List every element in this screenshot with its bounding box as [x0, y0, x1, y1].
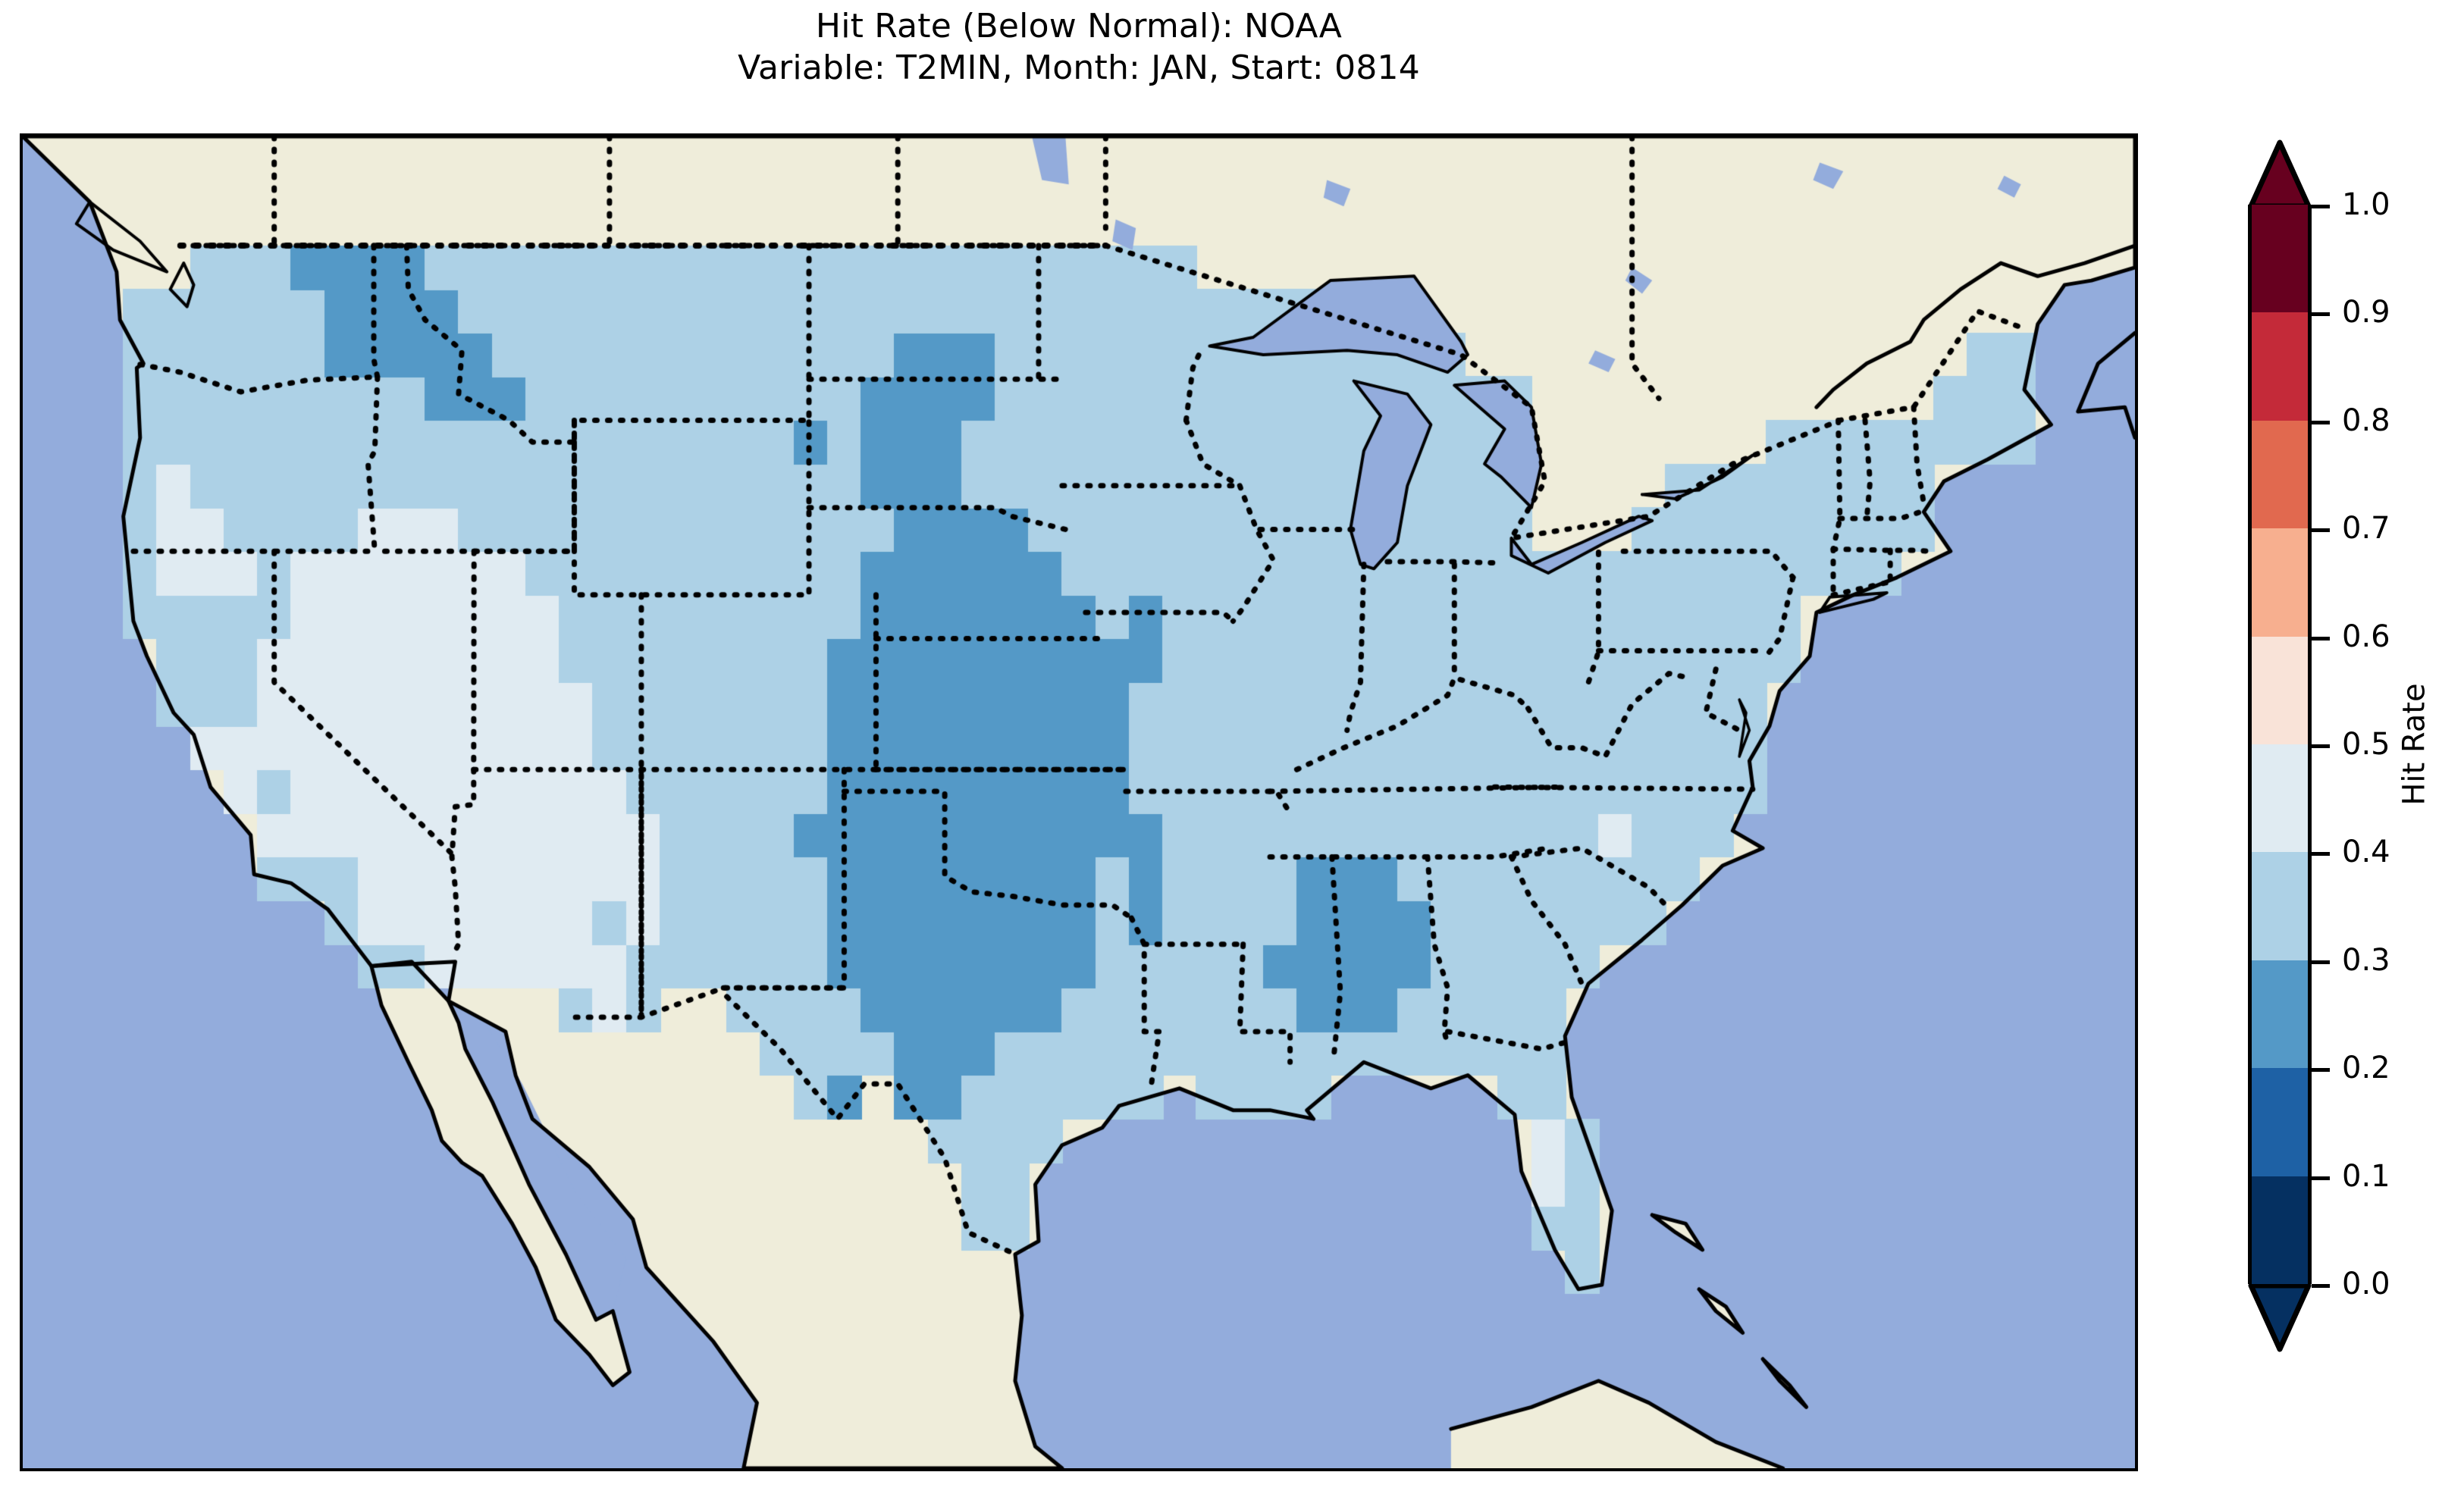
- title-line-2: Variable: T2MIN, Month: JAN, Start: 0814: [738, 48, 1420, 87]
- colorbar[interactable]: 0.0 0.1 0.2 0.3 0.4 0.5 0.6 0.7 0.8 0.9 1.0: [2248, 139, 2390, 1352]
- colorbar-tick-label: 0.7: [2342, 511, 2390, 547]
- colorbar-axis-label: Hit Rate: [2392, 139, 2437, 1349]
- colorbar-tick-mark: [2312, 852, 2330, 857]
- colorbar-tick-label: 0.1: [2342, 1158, 2390, 1194]
- colorbar-segment: [2252, 960, 2308, 1069]
- colorbar-tick-label: 0.2: [2342, 1051, 2390, 1086]
- colorbar-tick-label: 0.8: [2342, 402, 2390, 438]
- colorbar-segment: [2252, 205, 2308, 313]
- colorbar-segment: [2252, 528, 2308, 637]
- colorbar-tick-label: 0.3: [2342, 942, 2390, 978]
- colorbar-tick-mark: [2312, 744, 2330, 748]
- colorbar-tick-label: 0.9: [2342, 295, 2390, 330]
- colorbar-tick-label: 0.6: [2342, 619, 2390, 654]
- hit-rate-heatmap: [23, 136, 2135, 1468]
- colorbar-segment: [2252, 1176, 2308, 1284]
- colorbar-segment: [2252, 852, 2308, 960]
- colorbar-segment: [2252, 420, 2308, 529]
- map-panel: [20, 133, 2138, 1471]
- colorbar-segment: [2252, 636, 2308, 744]
- colorbar-tick-mark: [2312, 636, 2330, 641]
- colorbar-extend-over-arrow: [2248, 139, 2312, 208]
- colorbar-extend-under-arrow: [2248, 1284, 2312, 1352]
- colorbar-tick-label: 1.0: [2342, 187, 2390, 222]
- colorbar-tick-mark: [2312, 1284, 2330, 1288]
- colorbar-segment: [2252, 1068, 2308, 1176]
- colorbar-ticks: 0.0 0.1 0.2 0.3 0.4 0.5 0.6 0.7 0.8 0.9 1.0: [2312, 187, 2463, 1301]
- page-title: Hit Rate (Below Normal): NOAA Variable: …: [0, 6, 2158, 89]
- colorbar-segment: [2252, 312, 2308, 421]
- colorbar-tick-mark: [2312, 528, 2330, 533]
- colorbar-tick-mark: [2312, 312, 2330, 317]
- colorbar-label-text: Hit Rate: [2397, 683, 2432, 806]
- colorbar-segment: [2252, 744, 2308, 853]
- colorbar-tick-mark: [2312, 1068, 2330, 1073]
- colorbar-tick-mark: [2312, 960, 2330, 964]
- colorbar-tick-mark: [2312, 420, 2330, 424]
- colorbar-tick-label: 0.0: [2342, 1267, 2390, 1301]
- colorbar-tick-mark: [2312, 1176, 2330, 1180]
- colorbar-tick-mark: [2312, 205, 2330, 208]
- colorbar-gradient: [2248, 205, 2312, 1284]
- colorbar-tick-label: 0.5: [2342, 727, 2390, 762]
- title-line-1: Hit Rate (Below Normal): NOAA: [815, 7, 1343, 45]
- colorbar-tick-label: 0.4: [2342, 835, 2390, 870]
